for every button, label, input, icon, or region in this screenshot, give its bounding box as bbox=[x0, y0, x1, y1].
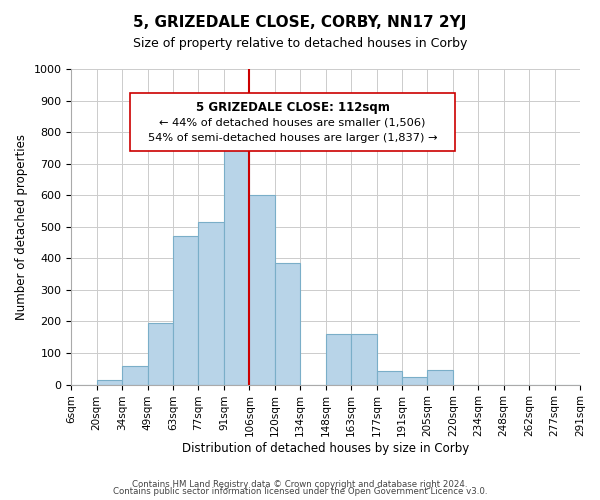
X-axis label: Distribution of detached houses by size in Corby: Distribution of detached houses by size … bbox=[182, 442, 469, 455]
Bar bbox=[224, 144, 250, 384]
Text: Contains public sector information licensed under the Open Government Licence v3: Contains public sector information licen… bbox=[113, 488, 487, 496]
Bar bbox=[326, 334, 351, 384]
Text: Contains HM Land Registry data © Crown copyright and database right 2024.: Contains HM Land Registry data © Crown c… bbox=[132, 480, 468, 489]
Y-axis label: Number of detached properties: Number of detached properties bbox=[15, 134, 28, 320]
Bar bbox=[250, 195, 275, 384]
Bar bbox=[351, 334, 377, 384]
Bar bbox=[427, 370, 453, 384]
Text: 5, GRIZEDALE CLOSE, CORBY, NN17 2YJ: 5, GRIZEDALE CLOSE, CORBY, NN17 2YJ bbox=[133, 15, 467, 30]
Text: ← 44% of detached houses are smaller (1,506): ← 44% of detached houses are smaller (1,… bbox=[160, 118, 426, 128]
Bar bbox=[173, 236, 199, 384]
Text: Size of property relative to detached houses in Corby: Size of property relative to detached ho… bbox=[133, 38, 467, 51]
Bar bbox=[97, 380, 122, 384]
Bar bbox=[275, 263, 300, 384]
Bar bbox=[402, 376, 427, 384]
Bar bbox=[122, 366, 148, 384]
Text: 54% of semi-detached houses are larger (1,837) →: 54% of semi-detached houses are larger (… bbox=[148, 133, 437, 143]
Bar bbox=[148, 323, 173, 384]
Text: 5 GRIZEDALE CLOSE: 112sqm: 5 GRIZEDALE CLOSE: 112sqm bbox=[196, 101, 389, 114]
Bar bbox=[199, 222, 224, 384]
FancyBboxPatch shape bbox=[130, 92, 455, 151]
Bar bbox=[377, 372, 402, 384]
